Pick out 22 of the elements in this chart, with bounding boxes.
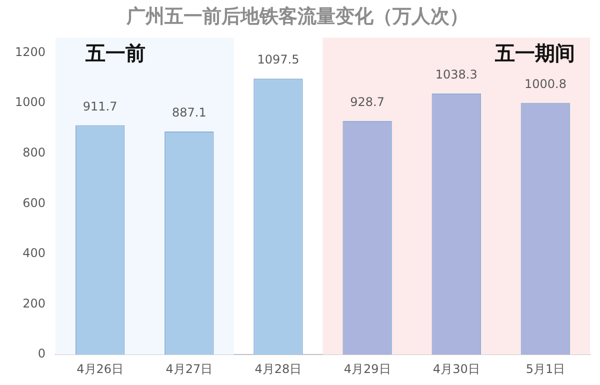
y-tick-label: 1200 — [14, 44, 46, 59]
data-label: 1038.3 — [435, 68, 478, 82]
data-label: 1000.8 — [524, 77, 566, 92]
x-tick-label: 4月29日 — [344, 362, 391, 376]
data-label: 887.1 — [172, 106, 206, 120]
y-tick-label: 800 — [22, 146, 46, 160]
y-tick-label: 600 — [22, 196, 46, 210]
x-tick-label: 4月27日 — [166, 362, 213, 376]
data-label: 928.7 — [350, 95, 384, 110]
x-tick-label: 5月1日 — [526, 362, 566, 376]
chart-title: 广州五一前后地铁客流量变化（万人次） — [126, 5, 468, 28]
band-label: 五一前 — [84, 41, 146, 66]
y-tick-label: 200 — [22, 296, 46, 310]
x-tick-label: 4月30日 — [432, 362, 480, 376]
y-tick-label: 0 — [38, 346, 46, 361]
data-label: 1097.5 — [257, 52, 300, 67]
x-tick-label: 4月28日 — [254, 362, 302, 376]
data-label: 911.7 — [82, 99, 118, 114]
band-label: 五一期间 — [494, 41, 575, 66]
y-tick-label: 400 — [22, 246, 46, 260]
y-tick-label: 1000 — [14, 95, 46, 110]
x-tick-label: 4月26日 — [76, 362, 124, 376]
